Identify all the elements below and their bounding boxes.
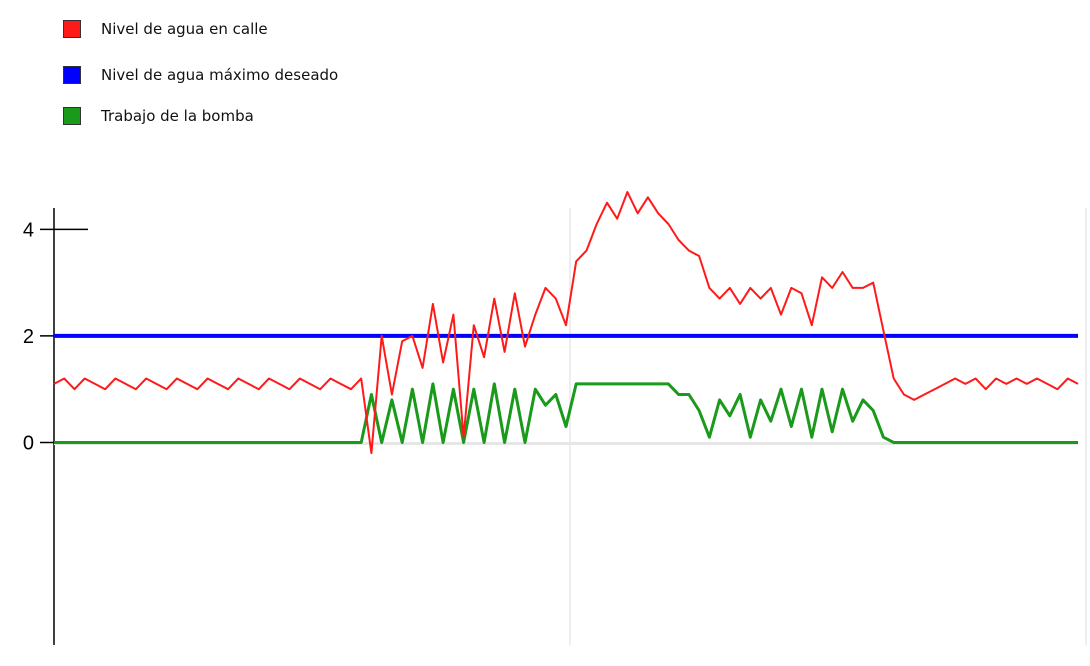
- y-tick-label: 2: [23, 326, 34, 348]
- legend-label: Nivel de agua máximo deseado: [101, 66, 339, 84]
- legend-label: Nivel de agua en calle: [101, 20, 268, 38]
- series-line-pump-work: [54, 382, 1078, 444]
- legend-swatch-blue: [63, 66, 81, 84]
- legend-swatch-green: [63, 107, 81, 125]
- series-group: [53, 191, 1079, 455]
- y-tick-label: 4: [23, 219, 34, 241]
- y-tick-label: 0: [23, 432, 34, 454]
- series-line-street-water-level: [53, 191, 1079, 455]
- legend-label: Trabajo de la bomba: [101, 107, 254, 125]
- legend-swatch-red: [63, 20, 81, 38]
